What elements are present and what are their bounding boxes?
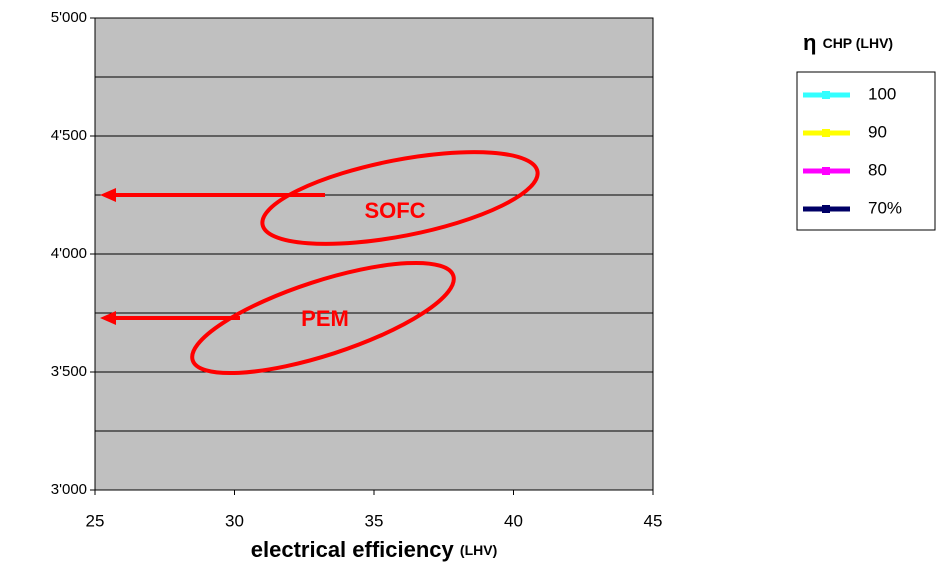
legend-marker: [822, 205, 830, 213]
legend-title: η CHP (LHV): [803, 30, 893, 55]
legend-subtitle: CHP (LHV): [823, 35, 894, 51]
arrow-head: [100, 188, 116, 202]
x-label-main: electrical efficiency: [251, 537, 455, 562]
grid: 3'000 3'500 4'000 4'500 5'000 25 30 35 40 45: [51, 9, 663, 531]
legend: [796, 71, 936, 231]
x-tick-label: 35: [365, 511, 384, 530]
sofc-ellipse: [260, 150, 540, 246]
legend-items: 100 90 80 70%: [803, 84, 902, 217]
annotations: [100, 150, 540, 376]
x-tick-label: 45: [644, 511, 663, 530]
x-tick-label: 30: [225, 511, 244, 530]
y-tick-label: 4'500: [51, 127, 87, 144]
x-axis-label: electrical efficiency (LHV): [251, 537, 497, 562]
x-tick-label: 25: [86, 511, 105, 530]
legend-marker: [822, 167, 830, 175]
legend-label: 90: [868, 122, 887, 141]
legend-marker: [822, 129, 830, 137]
legend-marker: [822, 91, 830, 99]
annotation: SOFC: [364, 198, 425, 223]
y-tick-label: 4'000: [51, 245, 87, 262]
legend-label: 100: [868, 84, 896, 103]
pem-ellipse: [190, 260, 456, 376]
y-tick-label: 5'000: [51, 9, 87, 26]
y-tick-label: 3'000: [51, 481, 87, 498]
legend-label: 80: [868, 160, 887, 179]
legend-eta: η: [803, 30, 816, 55]
arrow-head: [100, 311, 116, 325]
x-tick-label: 40: [504, 511, 523, 530]
annotation: PEM: [301, 306, 349, 331]
legend-label: 70%: [868, 198, 902, 217]
y-tick-label: 3'500: [51, 363, 87, 380]
x-label-unit: (LHV): [460, 542, 497, 558]
